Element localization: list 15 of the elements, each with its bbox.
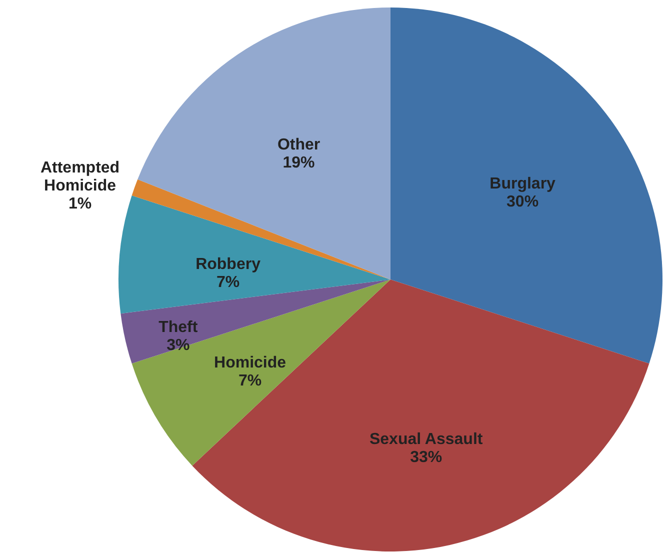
data-label: 30% [506,194,539,211]
slice-label: Theft [158,318,198,336]
slice-label: Sexual Assault [369,430,484,448]
slice-label: Homicide [214,354,286,372]
data-label: 7% [238,372,262,390]
data-label: 33% [410,448,442,466]
slice-label: Burglary [490,176,556,193]
data-label: 1% [68,196,92,213]
slice-label: Other [277,136,320,154]
pie-slice [390,8,662,364]
pie-slice [118,195,390,314]
slice-label: Robbery [196,256,261,274]
slice-label: Attempted Homicide [40,160,120,195]
data-label: 19% [282,154,315,172]
data-label: 7% [216,274,240,292]
